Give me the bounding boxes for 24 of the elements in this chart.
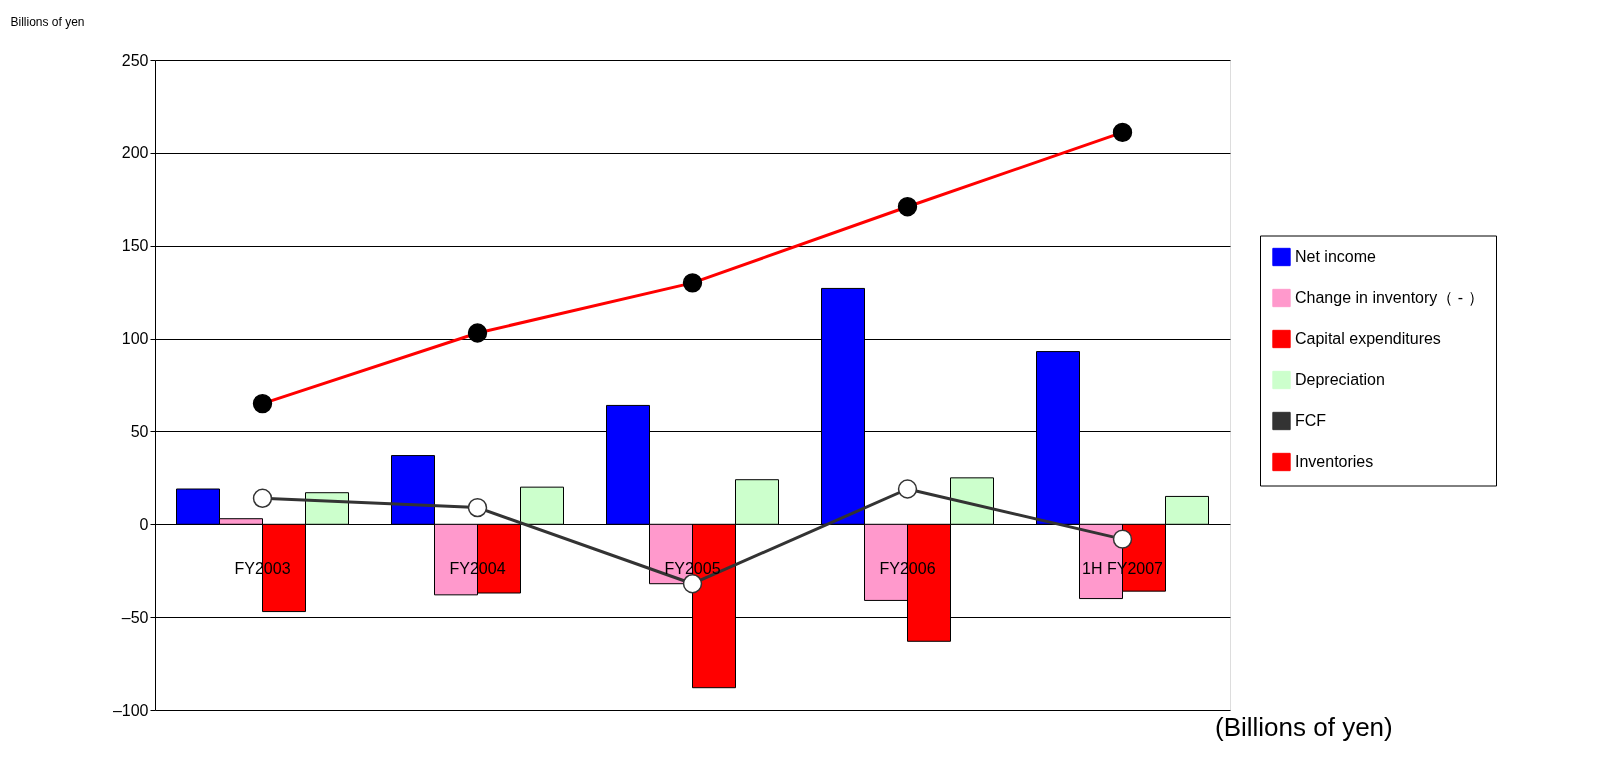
legend-label: Inventories (1295, 453, 1374, 470)
y-tick-label: 150 (121, 237, 149, 255)
y-tick-label: –50 (121, 608, 149, 626)
y-tick-label: 200 (121, 144, 149, 162)
legend-label: FCF (1295, 412, 1327, 429)
x-tick-label: FY2006 (879, 559, 936, 577)
legend-label: Change in inventory（ - ） (1295, 289, 1484, 306)
y-tick-label: 50 (130, 422, 149, 440)
legend-label: Net income (1295, 248, 1377, 265)
point (467, 497, 488, 518)
y-tick-label: 250 (121, 51, 149, 69)
text: (Billions of yen) (1215, 712, 1393, 742)
y-axis-title: Billions of yen (10, 14, 85, 29)
point (897, 479, 918, 499)
legend-label: Depreciation (1295, 371, 1385, 388)
y-tick-label: 100 (121, 330, 149, 348)
legend-label: Capital expenditures (1295, 330, 1441, 347)
y-tick-label: –100 (112, 701, 149, 719)
x-tick-label: FY2003 (234, 559, 291, 577)
x-tick-label: FY2005 (664, 559, 721, 577)
point (1112, 529, 1133, 549)
x-tick-label: FY2004 (449, 559, 506, 577)
point (682, 574, 703, 594)
y-tick-label: 0 (139, 515, 149, 533)
